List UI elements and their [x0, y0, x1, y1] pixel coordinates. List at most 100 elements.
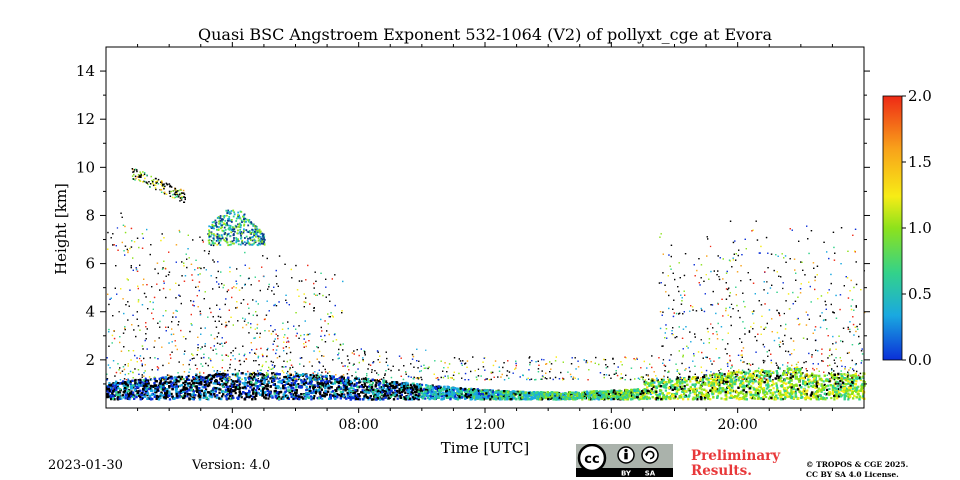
- heatmap-pixel: [155, 388, 158, 392]
- heatmap-pixel: [138, 394, 141, 397]
- heatmap-pixel: [750, 385, 753, 388]
- heatmap-pixel: [474, 398, 477, 401]
- heatmap-pixel: [840, 389, 843, 392]
- heatmap-pixel: [737, 393, 740, 397]
- heatmap-pixel: [343, 396, 346, 399]
- heatmap-pixel: [135, 393, 139, 396]
- heatmap-pixel: [683, 385, 686, 388]
- heatmap-pixel: [137, 393, 140, 396]
- heatmap-pixel: [187, 374, 190, 378]
- heatmap-pixel: [737, 371, 740, 374]
- heatmap-pixel: [151, 398, 154, 401]
- heatmap-pixel: [769, 392, 772, 395]
- heatmap-pixel: [290, 395, 293, 398]
- heatmap-pixel: [132, 384, 135, 387]
- heatmap-pixel: [129, 382, 132, 385]
- heatmap-pixel: [704, 383, 707, 386]
- heatmap-pixel: [238, 383, 241, 386]
- heatmap-pixel: [769, 395, 772, 398]
- heatmap-pixel: [442, 397, 446, 400]
- heatmap-pixel: [421, 394, 424, 397]
- heatmap-pixel: [320, 377, 324, 381]
- heatmap-pixel: [646, 392, 649, 395]
- heatmap-pixel: [654, 397, 657, 400]
- heatmap-pixel: [428, 394, 431, 397]
- heatmap-pixel: [353, 383, 356, 386]
- heatmap-pixel: [210, 379, 213, 382]
- heatmap-pixel: [317, 374, 320, 377]
- heatmap-pixel: [847, 388, 850, 391]
- heatmap-pixel: [369, 396, 372, 399]
- heatmap-pixel: [124, 388, 127, 391]
- heatmap-pixel: [394, 389, 397, 392]
- heatmap-pixel: [634, 390, 637, 394]
- heatmap-pixel: [311, 392, 314, 395]
- heatmap-pixel: [549, 397, 552, 400]
- heatmap-pixel: [243, 392, 246, 395]
- heatmap-pixel: [787, 377, 790, 380]
- heatmap-pixel: [166, 392, 169, 395]
- heatmap-pixel: [450, 390, 453, 393]
- heatmap-pixel: [284, 375, 287, 378]
- heatmap-pixel: [743, 398, 746, 401]
- heatmap-pixel: [813, 374, 816, 377]
- heatmap-pixel: [380, 387, 384, 390]
- heatmap-pixel: [304, 397, 307, 400]
- heatmap-pixel: [188, 378, 191, 381]
- heatmap-pixel: [292, 397, 295, 401]
- heatmap-pixel: [186, 395, 189, 398]
- heatmap-pixel: [214, 395, 217, 398]
- heatmap-pixel: [812, 396, 815, 399]
- heatmap-pixel: [859, 378, 862, 382]
- heatmap-pixel: [364, 384, 367, 387]
- heatmap-pixel: [676, 397, 679, 400]
- heatmap-pixel: [778, 367, 781, 370]
- heatmap-pixel: [325, 377, 328, 381]
- heatmap-pixel: [114, 394, 117, 397]
- heatmap-pixel: [391, 391, 394, 394]
- heatmap-pixel: [858, 396, 861, 400]
- heatmap-pixel: [292, 395, 295, 398]
- heatmap-pixel: [255, 390, 258, 393]
- heatmap-pixel: [146, 394, 149, 397]
- heatmap-pixel: [700, 388, 703, 391]
- heatmap-pixel: [222, 382, 225, 385]
- heatmap-pixel: [820, 390, 823, 393]
- heatmap-pixel: [489, 389, 492, 392]
- heatmap-pixel: [804, 390, 807, 393]
- heatmap-pixel: [783, 370, 786, 373]
- heatmap-pixel: [427, 390, 430, 393]
- heatmap-pixel: [322, 375, 325, 378]
- heatmap-pixel: [719, 375, 722, 379]
- heatmap-pixel: [312, 390, 316, 393]
- heatmap-pixel: [586, 395, 589, 398]
- heatmap-pixel: [355, 397, 358, 400]
- heatmap-pixel: [810, 384, 813, 388]
- heatmap-pixel: [182, 378, 185, 381]
- heatmap-pixel: [430, 388, 433, 391]
- heatmap-pixel: [554, 392, 558, 395]
- heatmap-pixel: [833, 382, 836, 385]
- heatmap-pixel: [794, 373, 797, 376]
- heatmap-pixel: [398, 390, 401, 393]
- heatmap-pixel: [252, 371, 255, 375]
- heatmap-pixel: [240, 396, 243, 399]
- heatmap-pixel: [108, 382, 111, 385]
- heatmap-pixel: [816, 380, 819, 383]
- heatmap-pixel: [807, 386, 810, 389]
- heatmap-pixel: [382, 395, 385, 398]
- heatmap-pixel: [847, 382, 850, 385]
- heatmap-pixel: [648, 397, 651, 400]
- heatmap-pixel: [775, 382, 778, 385]
- heatmap-pixel: [244, 378, 247, 381]
- heatmap-pixel: [375, 381, 378, 384]
- heatmap-pixel: [746, 384, 749, 387]
- heatmap-pixel: [518, 390, 521, 393]
- heatmap-pixel: [274, 387, 277, 390]
- heatmap-pixel: [290, 388, 293, 391]
- heatmap-pixel: [197, 392, 201, 395]
- heatmap-pixel: [680, 377, 683, 380]
- heatmap-pixel: [848, 393, 851, 396]
- heatmap-pixel: [760, 387, 763, 390]
- heatmap-pixel: [324, 383, 327, 386]
